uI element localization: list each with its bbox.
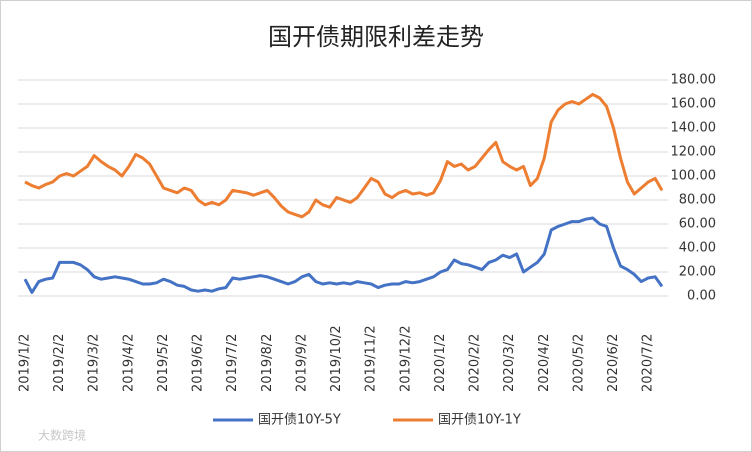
y-tick-label: 140.00 [671,121,717,136]
x-tick-label: 2019/3/2 [87,334,102,392]
x-tick-label: 2019/11/2 [364,325,379,392]
y-tick-label: 100.00 [671,169,717,184]
y-tick-label: 40.00 [679,241,716,256]
x-tick-label: 2019/4/2 [121,334,136,392]
y-tick-label: 20.00 [679,265,716,280]
y-tick-label: 120.00 [671,145,717,160]
y-tick-label: 60.00 [679,217,716,232]
y-tick-label: 80.00 [679,193,716,208]
x-tick-label: 2020/2/2 [468,334,483,392]
watermark: 大数跨境 [38,428,86,443]
x-tick-label: 2020/4/2 [537,334,552,392]
legend-label: 国开债10Y-1Y [438,413,521,428]
x-tick-label: 2020/5/2 [571,334,586,392]
series-line [24,92,664,219]
x-tick-label: 2020/3/2 [502,334,517,392]
x-tick-label: 2020/6/2 [606,334,621,392]
x-tick-label: 2019/5/2 [156,334,171,392]
series-line [23,216,664,294]
x-tick-label: 2019/10/2 [329,325,344,392]
chart-title: 国开债期限利差走势 [268,23,484,51]
y-tick-label: 160.00 [671,97,717,112]
x-tick-label: 2019/2/2 [52,334,67,392]
x-tick-label: 2020/7/2 [641,334,656,392]
x-tick-label: 2019/7/2 [225,334,240,392]
legend-label: 国开债10Y-5Y [258,413,341,428]
x-tick-label: 2019/1/2 [18,334,33,392]
x-tick-label: 2020/1/2 [433,334,448,392]
y-tick-label: 180.00 [671,73,717,88]
x-tick-label: 2019/12/2 [398,325,413,392]
x-tick-label: 2019/9/2 [294,334,309,392]
y-tick-label: 0.00 [687,289,716,304]
x-tick-label: 2019/8/2 [260,334,275,392]
x-tick-label: 2019/6/2 [191,334,206,392]
